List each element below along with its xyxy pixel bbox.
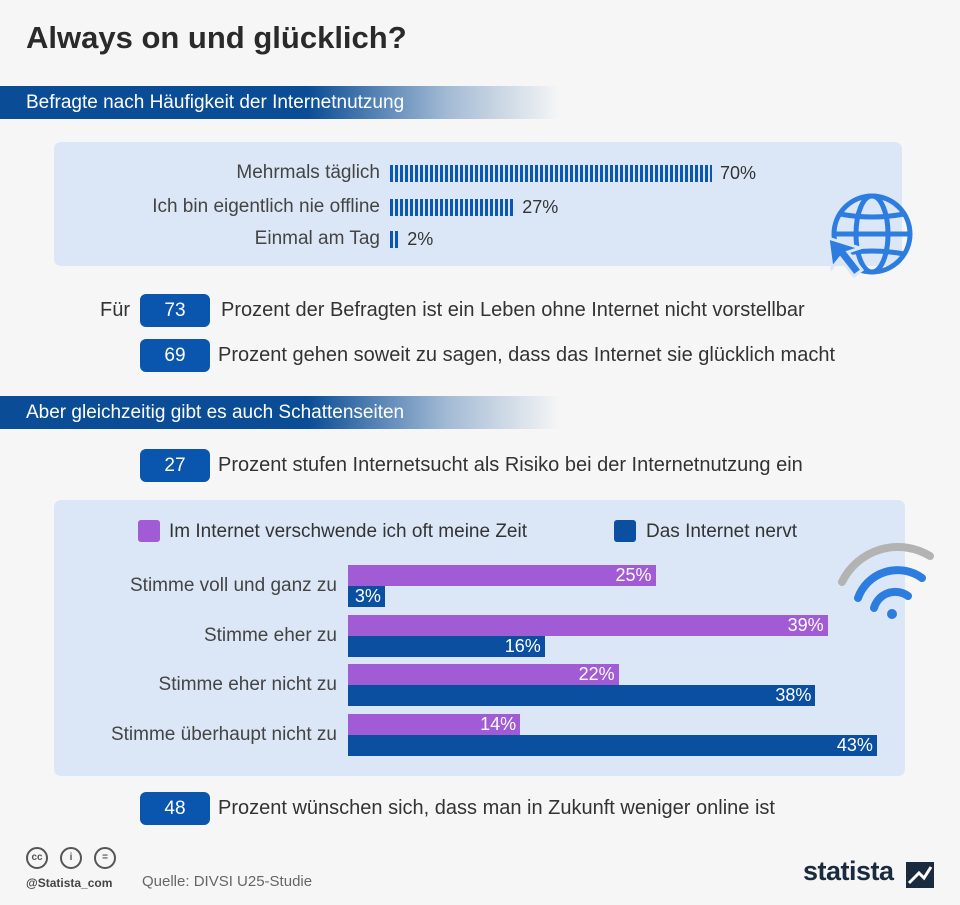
bar-annoying: 16% (348, 636, 545, 657)
usage-bar (390, 199, 515, 216)
stat-badge-27: 27 (140, 449, 210, 482)
downsides-panel: Im Internet verschwende ich oft meine Ze… (54, 500, 934, 776)
bar-waste-time: 22% (348, 664, 619, 685)
usage-bar (390, 165, 712, 182)
response-label: Stimme überhaupt nicht zu (110, 724, 337, 745)
stat-text: Prozent wünschen sich, dass man in Zukun… (218, 797, 775, 819)
stat-prefix: Für (100, 299, 130, 321)
usage-label: Ich bin eigentlich nie offline (152, 196, 380, 217)
cc-license-icon: cc (26, 847, 48, 869)
legend-label: Im Internet verschwende ich oft meine Ze… (169, 521, 527, 542)
section-title: Befragte nach Häufigkeit der Internetnut… (26, 92, 405, 113)
stat-badge-69: 69 (140, 339, 210, 372)
wifi-icon (838, 543, 934, 619)
page-title: Always on und glücklich? (26, 20, 407, 55)
bar-annoying: 43% (348, 735, 877, 756)
bar-annoying: 3% (348, 586, 385, 607)
globe-cursor-icon (826, 193, 913, 279)
legend-swatch-purple (138, 520, 160, 542)
response-label: Stimme voll und ganz zu (130, 575, 337, 596)
legend-label: Das Internet nervt (646, 521, 798, 542)
stat-text: Prozent stufen Internetsucht als Risiko … (218, 454, 803, 476)
stat-badge-73: 73 (140, 294, 210, 327)
section-banner-downsides: Aber gleichzeitig gibt es auch Schattens… (0, 396, 560, 429)
attribution-icon: i (60, 847, 82, 869)
statista-logo-icon (906, 862, 934, 888)
no-derivatives-icon: = (94, 847, 116, 869)
source-note: Quelle: DIVSI U25-Studie (142, 873, 313, 890)
bar-annoying: 38% (348, 685, 816, 706)
usage-label: Mehrmals täglich (236, 162, 380, 183)
response-label: Stimme eher zu (203, 625, 337, 646)
bar-waste-time: 14% (348, 714, 521, 735)
usage-bar (390, 231, 400, 248)
stat-text: Prozent der Befragten ist ein Leben ohne… (221, 299, 805, 321)
bar-waste-time: 25% (348, 565, 656, 586)
usage-value: 2% (407, 229, 434, 249)
stat-badge-48: 48 (140, 792, 210, 825)
section-banner-usage: Befragte nach Häufigkeit der Internetnut… (0, 86, 560, 119)
usage-label: Einmal am Tag (254, 228, 380, 249)
usage-value: 27% (522, 197, 559, 217)
usage-panel: Mehrmals täglich 70% Ich bin eigentlich ni… (54, 142, 913, 279)
social-handle[interactable]: @Statista_com (26, 876, 113, 890)
bar-waste-time: 39% (348, 615, 828, 636)
section-title: Aber gleichzeitig gibt es auch Schattens… (26, 402, 405, 423)
usage-value: 70% (720, 163, 757, 183)
response-label: Stimme eher nicht zu (158, 674, 337, 695)
stat-text: Prozent gehen soweit zu sagen, dass das … (218, 344, 836, 366)
statista-logo[interactable]: statista (803, 856, 894, 886)
legend-swatch-blue (614, 520, 636, 542)
